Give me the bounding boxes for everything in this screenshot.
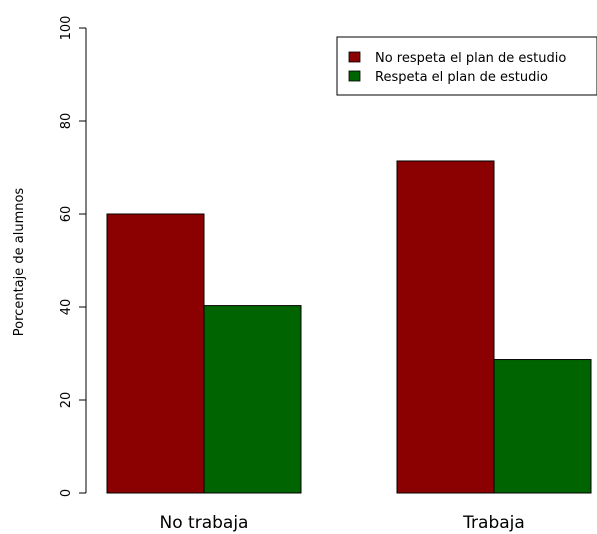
y-tick-label: 20 bbox=[59, 392, 74, 409]
legend-swatch bbox=[348, 51, 361, 63]
y-tick-label: 0 bbox=[59, 489, 74, 497]
y-tick-label: 40 bbox=[59, 299, 74, 316]
bar bbox=[106, 213, 205, 494]
y-tick-label: 100 bbox=[59, 16, 74, 41]
bars bbox=[106, 160, 592, 494]
legend-box bbox=[336, 36, 597, 96]
legend-label: No respeta el plan de estudio bbox=[375, 51, 566, 66]
legend: No respeta el plan de estudio Respeta el… bbox=[336, 36, 597, 96]
x-category-label: Trabaja bbox=[462, 513, 525, 533]
category-labels: No trabaja Trabaja bbox=[160, 513, 525, 533]
bar bbox=[396, 160, 495, 494]
bar bbox=[493, 359, 592, 494]
y-tick-label: 60 bbox=[59, 206, 74, 223]
bar bbox=[203, 305, 302, 494]
x-category-label: No trabaja bbox=[160, 513, 249, 533]
y-tick-label: 80 bbox=[59, 113, 74, 130]
y-axis-label: Porcentaje de alumnos bbox=[12, 188, 27, 337]
legend-swatch bbox=[348, 70, 361, 82]
y-axis: 0 20 40 60 80 100 bbox=[59, 16, 87, 497]
legend-label: Respeta el plan de estudio bbox=[375, 70, 548, 85]
